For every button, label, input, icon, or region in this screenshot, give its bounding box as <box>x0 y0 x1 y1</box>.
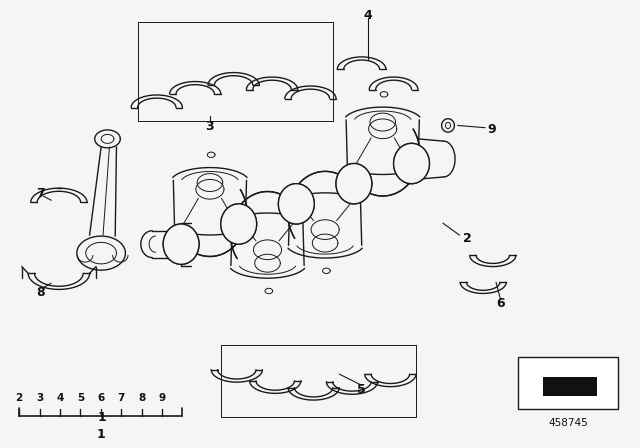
Text: 9: 9 <box>159 393 166 403</box>
Text: 4: 4 <box>364 9 372 22</box>
Polygon shape <box>545 382 595 392</box>
Text: 2: 2 <box>15 393 23 403</box>
Ellipse shape <box>163 224 199 264</box>
Text: 1: 1 <box>98 411 107 424</box>
Ellipse shape <box>336 164 372 204</box>
Text: 8: 8 <box>138 393 145 403</box>
Text: 5: 5 <box>357 383 366 396</box>
Text: 5: 5 <box>77 393 84 403</box>
Text: 4: 4 <box>56 393 64 403</box>
Ellipse shape <box>278 184 314 224</box>
Text: 3: 3 <box>205 120 214 133</box>
Text: 6: 6 <box>496 297 505 310</box>
Ellipse shape <box>221 204 257 244</box>
Polygon shape <box>543 377 597 396</box>
Text: 7: 7 <box>36 187 45 200</box>
Text: 9: 9 <box>487 122 496 136</box>
Text: 2: 2 <box>463 232 472 245</box>
Text: 7: 7 <box>118 393 125 403</box>
Text: 8: 8 <box>36 285 45 299</box>
Polygon shape <box>545 382 595 392</box>
Bar <box>518 357 618 409</box>
Text: 6: 6 <box>97 393 104 403</box>
Text: 3: 3 <box>36 393 44 403</box>
Text: 458745: 458745 <box>548 418 588 428</box>
Text: 1: 1 <box>97 428 105 441</box>
Ellipse shape <box>394 143 429 184</box>
